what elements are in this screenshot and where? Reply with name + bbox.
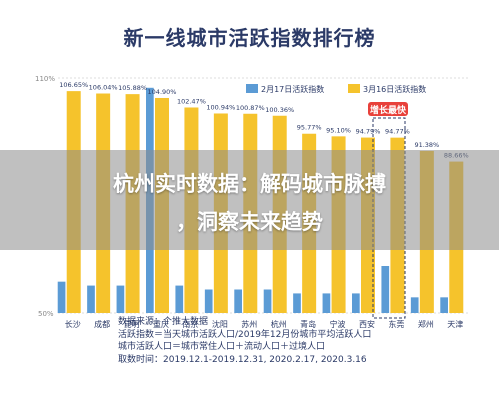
- x-tick-label: 青岛: [300, 319, 316, 329]
- data-label-mar: 105.88%: [118, 84, 147, 92]
- callout-text: 增长最快: [370, 104, 407, 116]
- data-label-mar: 94.79%: [356, 128, 381, 136]
- bar-feb: [381, 266, 390, 313]
- data-label-mar: 100.36%: [265, 106, 294, 114]
- bar-feb: [204, 289, 213, 313]
- x-tick-label: 郑州: [418, 319, 434, 329]
- bar-feb: [440, 297, 448, 313]
- bar-feb: [116, 285, 125, 313]
- x-tick-label: 昆明: [124, 320, 140, 329]
- bar-feb: [234, 289, 242, 313]
- overlay-title-line1: 杭州实时数据：解码城市脉搏: [113, 172, 386, 196]
- data-label-mar: 91.38%: [414, 141, 439, 149]
- x-tick-label: 天津: [447, 319, 463, 329]
- data-label-mar: 94.77%: [385, 128, 410, 136]
- bar-feb: [410, 297, 419, 313]
- footnote-definition: 活跃指数＝当天城市活跃人口/2019年12月份城市平均活跃人口: [118, 329, 372, 340]
- legend-label-feb: 2月17日活跃指数: [261, 84, 324, 94]
- data-label-mar: 95.10%: [326, 126, 351, 134]
- x-tick-label: 成都: [94, 319, 110, 329]
- y-tick-label: 110%: [35, 75, 55, 83]
- overlay-title-line2: ，洞察未来趋势: [176, 210, 323, 234]
- data-label-mar: 102.47%: [177, 97, 206, 105]
- bar-feb: [352, 293, 360, 313]
- data-label-mar: 104.90%: [148, 88, 177, 96]
- x-tick-label: 长沙: [65, 319, 81, 329]
- x-tick-label: 东莞: [388, 319, 404, 329]
- bar-feb: [263, 289, 272, 313]
- data-label-mar: 100.94%: [206, 103, 235, 111]
- bar-feb: [57, 281, 66, 313]
- bar-feb: [175, 285, 184, 313]
- x-tick-label: 宁波: [330, 319, 346, 329]
- x-tick-label: 南京: [182, 319, 198, 329]
- bar-feb: [293, 293, 301, 313]
- chart-title: 新一线城市活跃指数排行榜: [123, 26, 376, 50]
- legend-label-mar: 3月16日活跃指数: [363, 84, 426, 94]
- y-tick-label: 50%: [38, 310, 54, 318]
- data-label-mar: 100.87%: [236, 104, 265, 112]
- footnote-population: 城市活跃人口＝城市常住人口＋流动人口＋过境人口: [118, 342, 326, 352]
- footnote-source: 数据来源：个推大数据: [118, 317, 209, 327]
- legend-swatch-mar: [348, 84, 360, 93]
- callout-badge: [368, 102, 408, 116]
- x-tick-label: 西安: [359, 319, 375, 329]
- data-label-mar: 95.77%: [297, 124, 322, 132]
- bar-feb: [322, 293, 331, 313]
- data-label-mar: 106.65%: [59, 81, 88, 89]
- data-label-mar: 106.04%: [89, 84, 118, 92]
- x-tick-label: 杭州: [271, 319, 287, 329]
- legend-swatch-feb: [246, 84, 258, 93]
- footnote-period: 取数时间：2019.12.1-2019.12.31, 2020.2.17, 20…: [118, 354, 367, 365]
- bar-feb: [87, 285, 95, 313]
- x-tick-label: 重庆: [153, 319, 169, 329]
- x-tick-label: 沈阳: [212, 319, 228, 329]
- overlay-band: [0, 150, 499, 250]
- footnote: 数据来源：个推大数据 活跃指数＝当天城市活跃人口/2019年12月份城市平均活跃…: [118, 316, 438, 366]
- x-tick-label: 苏州: [241, 319, 257, 329]
